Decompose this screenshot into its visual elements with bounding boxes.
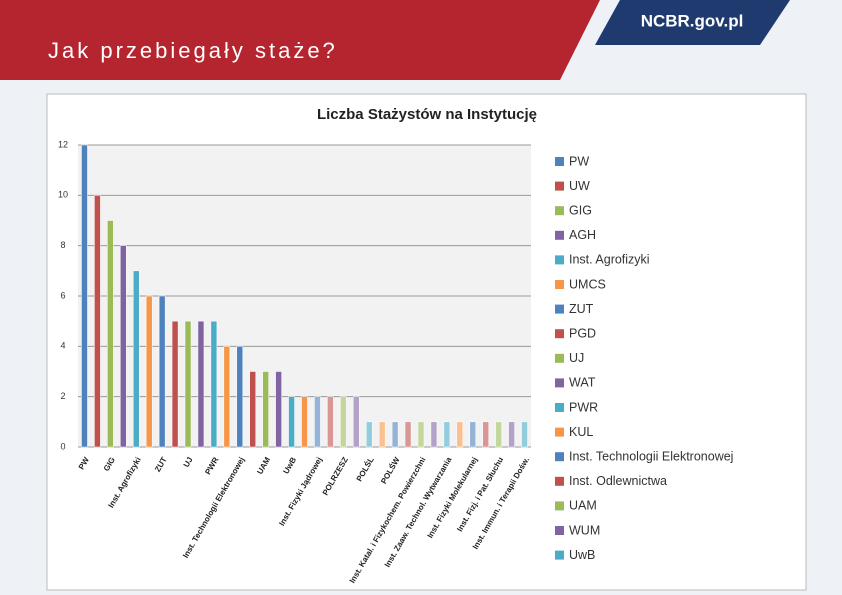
header-band (0, 0, 842, 80)
legend-swatch (555, 452, 564, 462)
bar (288, 396, 295, 448)
bar (301, 396, 308, 448)
legend-swatch (555, 378, 564, 388)
bar (120, 245, 127, 448)
legend-label: Inst. Technologii Elektronowej (569, 449, 733, 463)
legend-label: KUL (569, 425, 593, 439)
legend-label: PW (569, 154, 589, 168)
bar (417, 421, 425, 448)
y-tick-label: 8 (60, 240, 65, 250)
legend-swatch (555, 427, 564, 437)
legend-swatch (555, 280, 564, 289)
legend-label: Inst. Agrofizyki (569, 253, 650, 267)
legend-label: GIG (569, 203, 592, 217)
bar (508, 421, 515, 448)
bar (81, 144, 88, 448)
bar (94, 195, 101, 448)
bar (275, 371, 282, 448)
y-tick-label: 4 (60, 341, 65, 351)
legend-label: ZUT (569, 302, 594, 316)
y-tick-label: 6 (60, 290, 65, 300)
legend-swatch (555, 476, 564, 486)
legend-label: AGH (569, 228, 596, 242)
bar (482, 421, 489, 448)
chart-title: Liczba Stażystów na Instytucję (317, 106, 537, 123)
bar (236, 346, 244, 448)
logo: NCBR.gov.pl (641, 11, 744, 30)
bar (469, 421, 477, 448)
bar (521, 421, 528, 448)
x-tick-label: UJ (182, 456, 195, 469)
legend-swatch (555, 255, 564, 265)
bar (184, 320, 192, 448)
legend-label: PWR (569, 400, 598, 414)
bar (197, 320, 205, 448)
legend-swatch (555, 550, 564, 560)
legend-label: UAM (569, 499, 597, 513)
y-tick-label: 12 (58, 139, 68, 149)
bar (107, 220, 114, 448)
bar (262, 371, 269, 448)
legend-label: WUM (569, 523, 600, 537)
legend-label: WAT (569, 376, 596, 390)
legend-swatch (555, 157, 564, 166)
bar (456, 421, 464, 448)
bar (443, 421, 451, 448)
bar (210, 320, 218, 448)
legend-swatch (555, 230, 564, 240)
legend-swatch (555, 403, 564, 412)
bar (132, 270, 140, 448)
legend-label: UJ (569, 351, 584, 365)
bar (327, 396, 334, 448)
legend-swatch (555, 501, 564, 511)
legend-swatch (555, 526, 564, 535)
bar (353, 396, 360, 448)
slide-title: Jak przebiegały staże? (48, 38, 338, 63)
legend-label: Inst. Odlewnictwa (569, 474, 667, 488)
bar (158, 295, 166, 448)
legend-label: UMCS (569, 277, 606, 291)
bar (404, 421, 412, 448)
legend-label: UwB (569, 548, 595, 562)
legend-label: PGD (569, 326, 596, 340)
legend-swatch (555, 181, 564, 191)
legend-swatch (555, 304, 564, 314)
y-tick-label: 0 (60, 441, 65, 451)
bar (365, 421, 373, 448)
bar (495, 421, 502, 448)
y-tick-label: 2 (60, 391, 65, 401)
legend-swatch (555, 329, 564, 339)
logo-band (595, 0, 790, 45)
legend-swatch (555, 353, 564, 363)
bar (378, 421, 386, 448)
y-tick-label: 10 (58, 190, 68, 200)
bar (145, 295, 153, 448)
bar (223, 346, 231, 448)
legend-label: UW (569, 179, 590, 193)
bar (171, 320, 179, 448)
legend-swatch (555, 206, 564, 216)
bar (249, 371, 256, 448)
bar (340, 396, 347, 448)
bar (314, 396, 321, 448)
bar (391, 421, 399, 448)
bar (430, 421, 438, 448)
